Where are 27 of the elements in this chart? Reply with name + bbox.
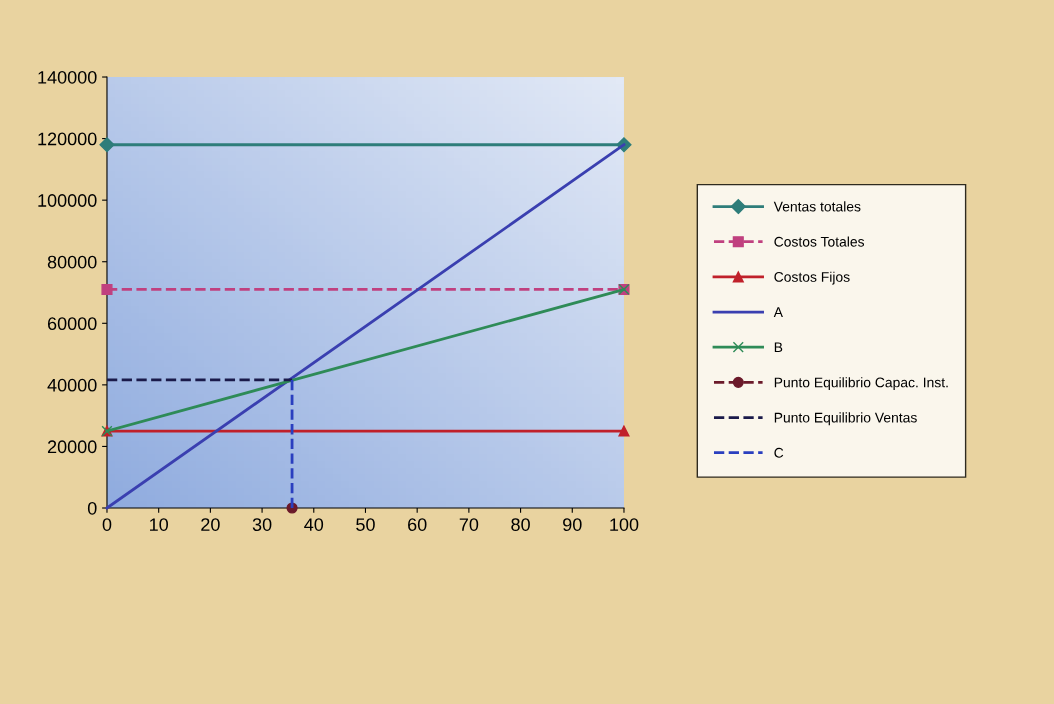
legend-label: Punto Equilibrio Ventas [774,412,917,426]
y-tick-label: 60000 [47,317,97,331]
y-tick-label: 80000 [47,255,97,269]
x-tick-label: 0 [102,518,112,531]
legend-label: A [773,307,783,317]
legend-label: B [774,342,783,353]
y-tick-label: 0 [87,501,97,515]
y-tick-label: 20000 [47,440,97,454]
y-tick-label: 40000 [47,378,97,392]
y-tick-label: 120000 [38,132,97,146]
legend-label: Costos Totales [774,236,865,247]
legend-label: Costos Fijos [774,271,850,285]
x-tick-label: 80 [511,518,530,531]
legend-label: Ventas totales [773,201,861,212]
legend-label: C [774,447,784,458]
x-tick-label: 50 [356,518,375,531]
x-tick-label: 20 [201,518,220,531]
y-tick-label: 100000 [38,194,97,207]
x-tick-label: 60 [408,518,427,531]
x-tick-label: 30 [252,518,272,531]
y-tick-label: 140000 [38,70,97,84]
legend-label: Punto Equilibrio Capac. Inst. [774,377,948,391]
x-tick-label: 90 [563,518,582,531]
x-tick-label: 100 [610,518,639,531]
x-tick-label: 70 [459,518,479,531]
x-tick-label: 40 [304,518,324,531]
x-tick-label: 10 [150,518,169,531]
